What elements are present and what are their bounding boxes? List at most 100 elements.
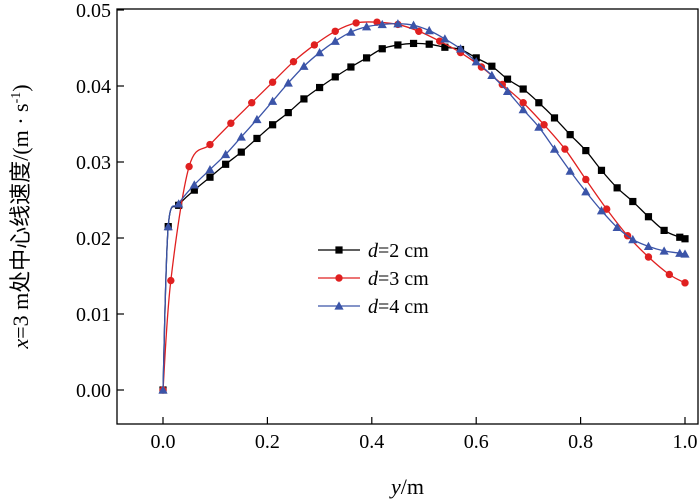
data-point [455, 44, 466, 53]
x-axis-title-var: y [389, 474, 401, 499]
data-point [681, 235, 689, 243]
data-point [393, 19, 403, 28]
data-point [582, 175, 590, 184]
y-axis: 0.00 0.01 0.02 0.03 0.04 0.05 [76, 0, 124, 402]
x-tick-label: 0.6 [464, 431, 489, 453]
data-point [347, 63, 355, 71]
y-axis-title-rest: =3 m处中心线速度/(m · s [8, 103, 33, 338]
legend-marker [335, 274, 343, 282]
data-point [561, 145, 569, 153]
data-point [190, 186, 198, 194]
data-point [680, 249, 690, 258]
y-axis-title-var: x [8, 339, 33, 350]
data-point [409, 39, 418, 48]
data-point [425, 40, 433, 48]
data-point [352, 19, 360, 27]
legend-marker [335, 246, 343, 254]
data-point [331, 27, 339, 35]
data-point [310, 41, 319, 49]
x-axis-title: y/m [389, 474, 424, 499]
x-tick-label: 0.0 [151, 431, 176, 453]
data-point [185, 162, 193, 171]
data-point [237, 148, 245, 156]
data-point [519, 85, 527, 93]
data-point [566, 131, 574, 139]
data-point [503, 75, 512, 83]
data-point [330, 36, 340, 45]
data-point [629, 197, 637, 206]
legend-item: d=4 cm [318, 296, 429, 318]
data-point [289, 57, 298, 66]
data-point [377, 19, 387, 29]
data-point [299, 61, 309, 70]
data-point [394, 41, 402, 49]
data-point [206, 140, 214, 149]
y-tick-label: 0.00 [76, 380, 111, 402]
data-point [158, 385, 168, 394]
y-tick-label: 0.05 [76, 0, 111, 22]
x-tick-label: 0.2 [255, 431, 280, 453]
legend-item: d=2 cm [318, 240, 429, 262]
data-point [644, 253, 653, 261]
plot-frame [116, 8, 699, 425]
legend-label: d=4 cm [368, 296, 429, 318]
legend-label-var: d [368, 296, 379, 318]
data-point [440, 34, 450, 43]
data-point [498, 80, 506, 89]
data-point [502, 86, 513, 95]
data-point [205, 165, 215, 174]
data-point [167, 276, 175, 285]
data-point [331, 73, 339, 81]
data-point [597, 166, 606, 174]
plot-border [116, 8, 699, 425]
data-point [163, 222, 173, 231]
legend-label-rest: =3 cm [378, 268, 429, 290]
data-point [540, 121, 548, 129]
data-point [252, 114, 262, 124]
data-point [488, 62, 496, 70]
x-tick-label: 0.4 [359, 431, 384, 453]
data-point [613, 184, 621, 192]
data-point [415, 27, 423, 35]
legend: d=2 cmd=3 cmd=4 cm [318, 240, 429, 318]
legend-label: d=3 cm [368, 268, 429, 290]
data-point [643, 241, 654, 251]
data-point [644, 213, 653, 221]
data-point [373, 18, 381, 26]
data-point [227, 119, 235, 127]
data-point [435, 37, 444, 45]
data-point [269, 121, 277, 129]
y-tick-label: 0.02 [76, 228, 111, 250]
data-point [487, 70, 497, 80]
data-point [565, 166, 575, 175]
x-tick-label: 0.8 [568, 431, 593, 453]
y-tick-label: 0.01 [76, 304, 111, 326]
x-axis-title-unit: /m [401, 474, 424, 499]
data-point [441, 43, 449, 51]
data-point [519, 99, 527, 107]
data-point [361, 22, 372, 31]
series-3 [158, 19, 690, 394]
data-point [535, 99, 543, 107]
y-axis-title: x=3 m处中心线速度/(m · s-1) [8, 84, 33, 349]
data-point [665, 270, 674, 279]
data-point [424, 25, 434, 35]
data-point [471, 57, 481, 66]
data-point [681, 279, 689, 287]
series-1 [159, 39, 689, 394]
data-point [612, 222, 622, 232]
data-point [628, 234, 638, 244]
data-point [284, 109, 292, 117]
x-axis: 0.0 0.2 0.4 0.6 0.8 1.0 [151, 417, 698, 453]
x-tick-label: 1.0 [673, 431, 698, 453]
data-point [174, 199, 184, 208]
data-point [582, 147, 590, 155]
data-point [300, 95, 308, 103]
data-point [362, 54, 371, 62]
legend-marker [334, 301, 344, 310]
data-point [596, 206, 607, 215]
y-axis-title-end: ) [8, 84, 33, 91]
data-point [660, 226, 668, 234]
